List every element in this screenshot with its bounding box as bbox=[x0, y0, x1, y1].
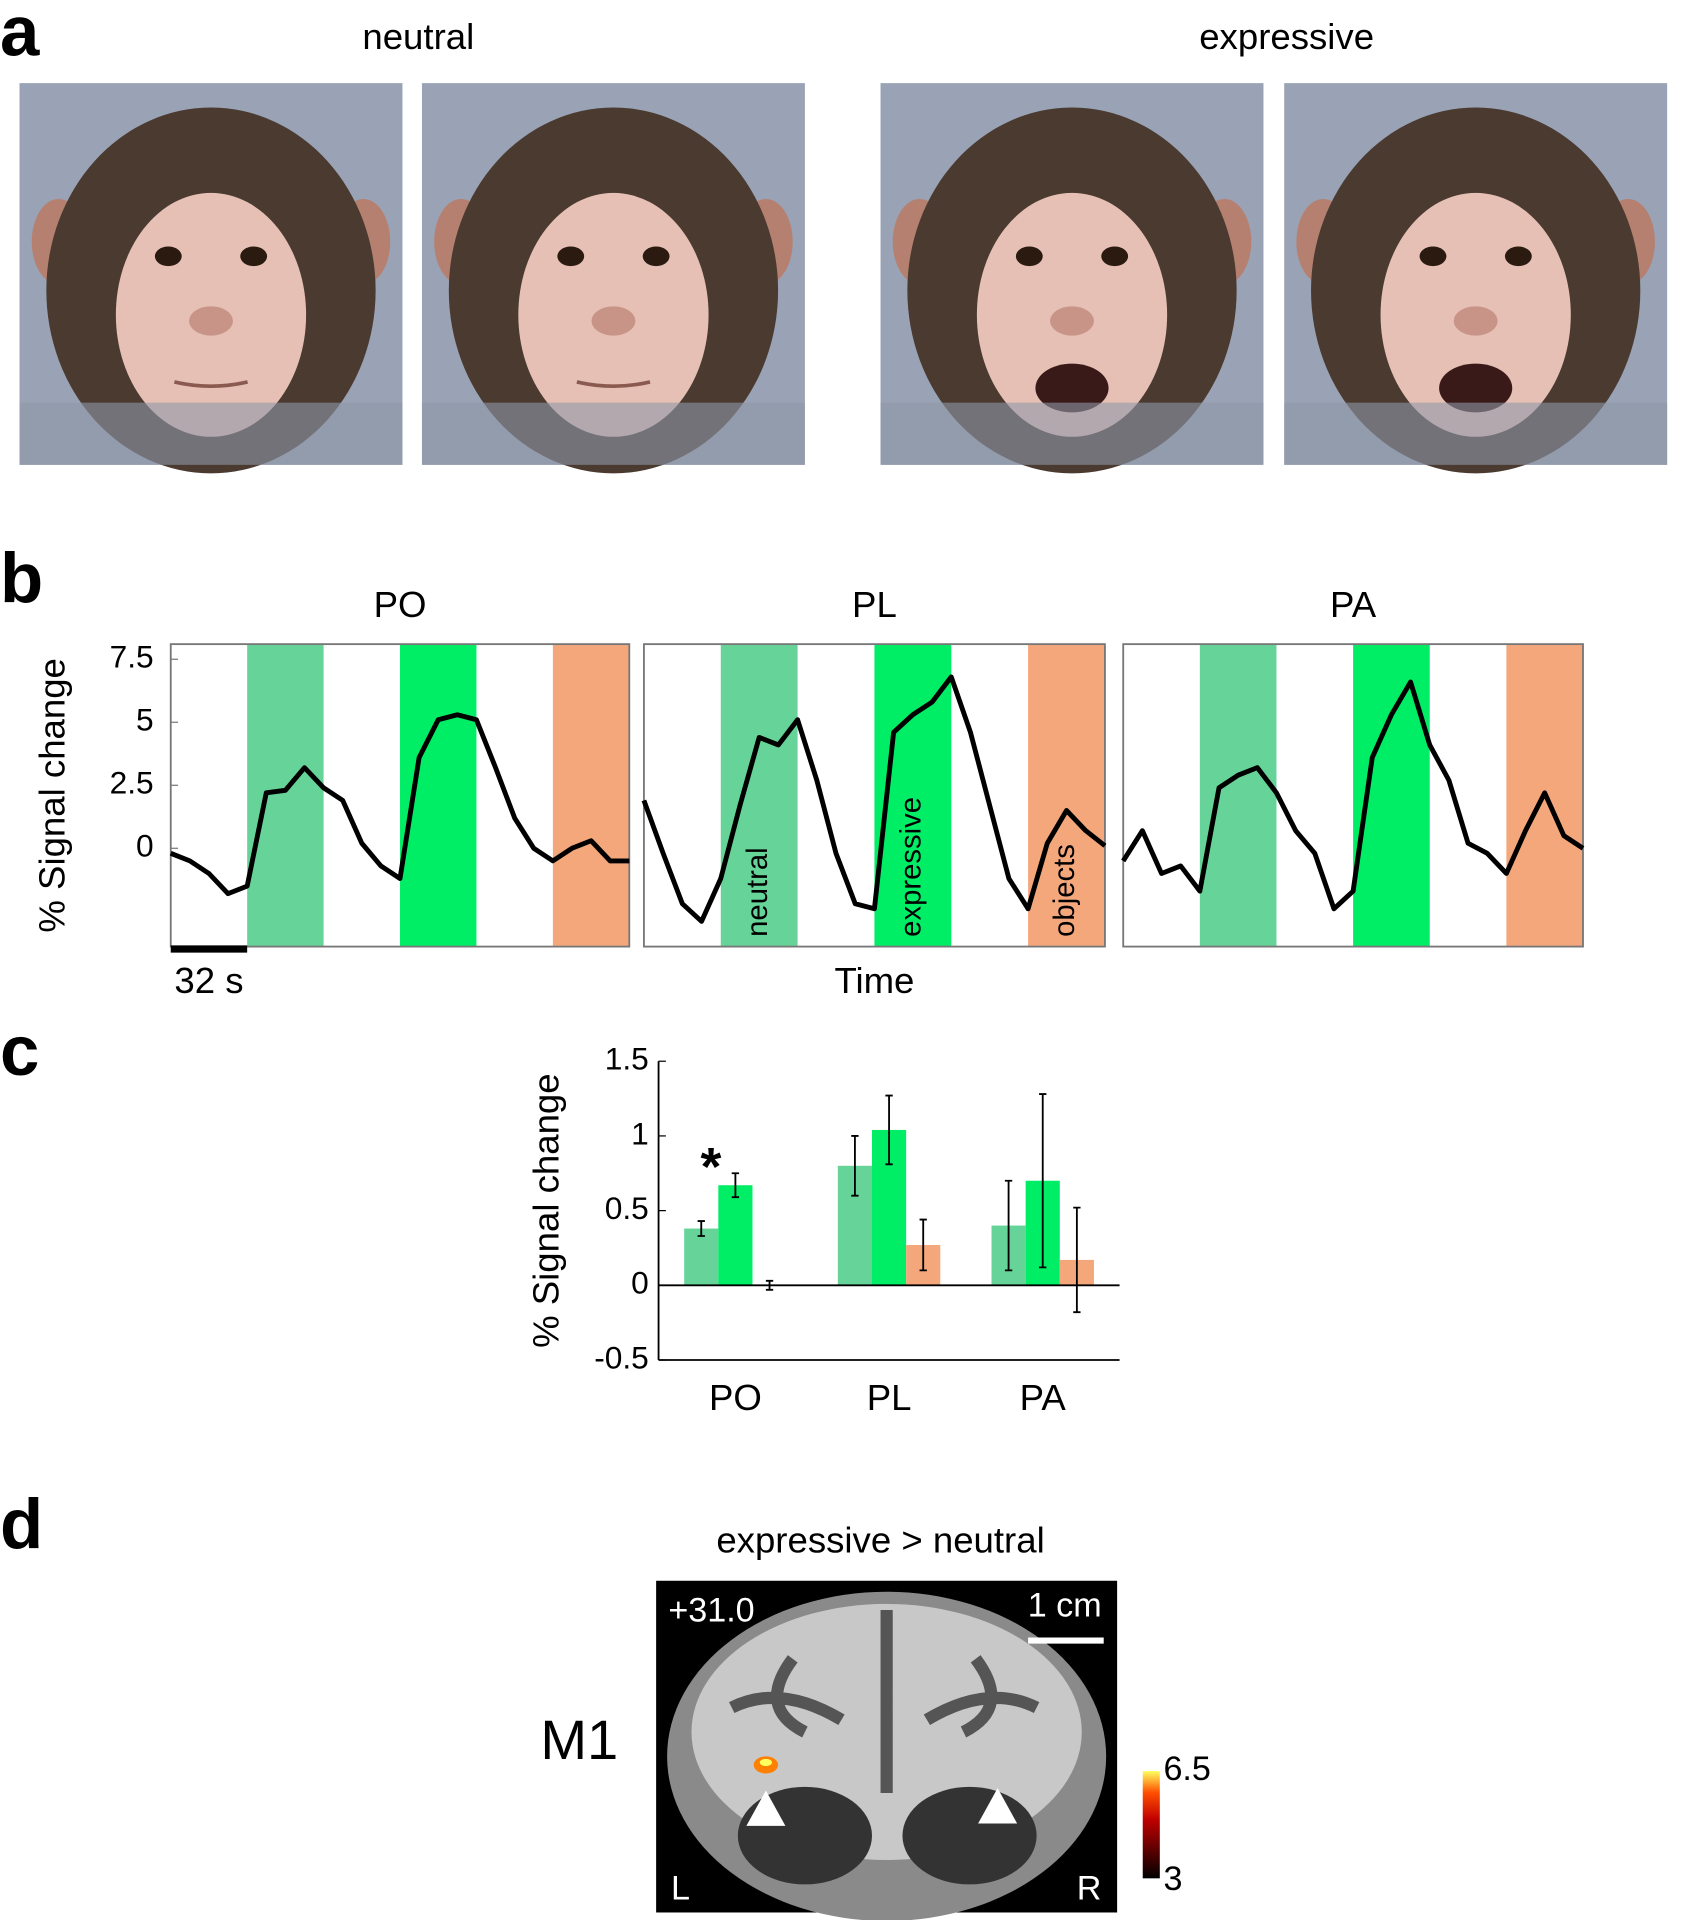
panel-label: a bbox=[0, 0, 40, 70]
photo-base bbox=[880, 402, 1264, 465]
signal-trace bbox=[169, 712, 630, 897]
sulci bbox=[729, 1610, 1040, 1793]
eye bbox=[1015, 246, 1043, 267]
arrowhead bbox=[978, 1788, 1018, 1824]
y-tick-label: -0.5 bbox=[594, 1339, 649, 1375]
eye bbox=[154, 246, 182, 267]
stimulus-block bbox=[1028, 644, 1105, 947]
nose bbox=[1050, 306, 1094, 336]
y-tick-label: 1.5 bbox=[605, 1041, 649, 1077]
slice-label: +31.0 bbox=[668, 1591, 754, 1629]
eye bbox=[642, 246, 670, 267]
face-photos bbox=[19, 83, 1668, 474]
x-axis-label: Time bbox=[834, 960, 914, 1001]
colorbar bbox=[1142, 1771, 1160, 1879]
stimulus-block bbox=[1199, 644, 1277, 947]
condition-label: expressive bbox=[1199, 16, 1374, 57]
nose bbox=[189, 306, 233, 336]
orbit bbox=[737, 1786, 872, 1885]
orbit bbox=[902, 1786, 1037, 1885]
eye bbox=[240, 246, 268, 267]
mouth bbox=[576, 380, 651, 388]
block-label: expressive bbox=[896, 797, 928, 937]
nose bbox=[591, 306, 636, 336]
bar bbox=[684, 1228, 719, 1286]
eye bbox=[1419, 246, 1447, 267]
mouth bbox=[1035, 363, 1109, 413]
scale-label: 1 cm bbox=[1028, 1587, 1102, 1625]
y-tick-label: 5 bbox=[136, 702, 154, 738]
signal-trace bbox=[1121, 679, 1585, 912]
error-bar bbox=[885, 1094, 893, 1166]
photo-base bbox=[1284, 402, 1668, 465]
arrowhead bbox=[746, 1790, 786, 1826]
mouth bbox=[1439, 363, 1513, 413]
region-label: M1 bbox=[540, 1708, 618, 1771]
y-tick-label: 7.5 bbox=[110, 639, 154, 675]
y-tick-label: 0.5 bbox=[605, 1190, 649, 1226]
plot-frame bbox=[169, 643, 631, 948]
block-label: objects bbox=[1049, 844, 1081, 937]
eye bbox=[1504, 246, 1532, 267]
y-tick-label: 0 bbox=[136, 828, 154, 864]
y-tick-label: 2.5 bbox=[110, 765, 154, 801]
y-axis-label: % Signal change bbox=[32, 658, 73, 933]
chart-title: PO bbox=[374, 584, 427, 625]
block-label: neutral bbox=[742, 847, 774, 936]
colorbar-label: 3 bbox=[1163, 1860, 1182, 1898]
panel-label: d bbox=[0, 1484, 43, 1563]
y-tick-label: 1 bbox=[631, 1115, 649, 1151]
panel-label: c bbox=[0, 1011, 39, 1090]
error-bar bbox=[1004, 1179, 1013, 1272]
x-tick-label: PO bbox=[709, 1377, 762, 1418]
error-bar bbox=[1073, 1206, 1081, 1314]
plot-frame bbox=[643, 643, 1106, 948]
mouth bbox=[173, 380, 248, 388]
x-tick-label: PA bbox=[1020, 1377, 1067, 1418]
side-label: L bbox=[671, 1870, 690, 1908]
error-bar bbox=[919, 1218, 927, 1272]
chart-title: PL bbox=[852, 584, 897, 625]
error-bar bbox=[731, 1172, 740, 1199]
side-label: R bbox=[1077, 1870, 1102, 1908]
chart-title: PA bbox=[1330, 584, 1377, 625]
photo-base bbox=[19, 402, 403, 465]
eye bbox=[557, 246, 585, 267]
y-tick-label: 0 bbox=[631, 1265, 649, 1301]
panel-label: b bbox=[0, 538, 43, 617]
brain-panel: expressive > neutral +31.0 1 cm L R M1 6… bbox=[540, 1520, 1211, 1920]
error-bar bbox=[1039, 1093, 1047, 1269]
significance-marker: * bbox=[701, 1137, 722, 1197]
signal-trace bbox=[641, 674, 1107, 924]
condition-label: neutral bbox=[362, 16, 474, 57]
error-bar bbox=[851, 1135, 859, 1197]
photo-base bbox=[421, 402, 805, 465]
x-tick-label: PL bbox=[867, 1377, 912, 1418]
colorbar-label: 6.5 bbox=[1163, 1750, 1210, 1788]
scale-bar-label: 32 s bbox=[174, 960, 243, 1001]
eye bbox=[1101, 246, 1129, 267]
activation-peak bbox=[759, 1758, 772, 1767]
y-axis-label: % Signal change bbox=[525, 1073, 566, 1348]
bar bbox=[718, 1185, 753, 1286]
stimulus-block bbox=[247, 644, 324, 947]
stimulus-block bbox=[552, 644, 630, 947]
contrast-title: expressive > neutral bbox=[716, 1520, 1044, 1561]
stimulus-block bbox=[720, 644, 798, 947]
nose bbox=[1453, 306, 1498, 336]
plot-frame bbox=[1122, 643, 1584, 948]
error-bar bbox=[697, 1220, 705, 1237]
